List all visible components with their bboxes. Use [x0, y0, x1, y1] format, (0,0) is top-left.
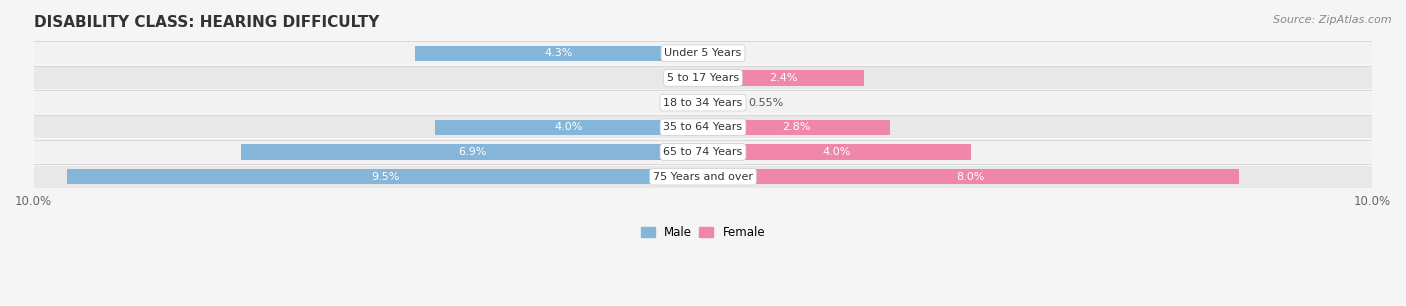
Bar	[34, 116, 1372, 138]
Text: 2.4%: 2.4%	[769, 73, 797, 83]
Bar	[34, 42, 1372, 64]
Text: 6.9%: 6.9%	[458, 147, 486, 157]
Text: Source: ZipAtlas.com: Source: ZipAtlas.com	[1274, 15, 1392, 25]
Text: 0.55%: 0.55%	[748, 98, 783, 108]
Bar	[34, 67, 1372, 89]
Text: 9.5%: 9.5%	[371, 172, 399, 182]
Text: 4.3%: 4.3%	[546, 48, 574, 58]
Bar	[240, 144, 703, 160]
Text: 0.0%: 0.0%	[666, 73, 695, 83]
Text: 0.0%: 0.0%	[711, 48, 740, 58]
Bar	[415, 46, 703, 61]
Text: Under 5 Years: Under 5 Years	[665, 48, 741, 58]
Bar	[703, 70, 863, 86]
Bar	[34, 141, 1372, 163]
Text: DISABILITY CLASS: HEARING DIFFICULTY: DISABILITY CLASS: HEARING DIFFICULTY	[34, 15, 380, 30]
Bar	[34, 166, 1372, 188]
Text: 2.8%: 2.8%	[783, 122, 811, 132]
Text: 65 to 74 Years: 65 to 74 Years	[664, 147, 742, 157]
Bar	[703, 95, 740, 110]
Text: 0.0%: 0.0%	[666, 98, 695, 108]
Text: 75 Years and over: 75 Years and over	[652, 172, 754, 182]
Bar	[436, 120, 703, 135]
Text: 5 to 17 Years: 5 to 17 Years	[666, 73, 740, 83]
Legend: Male, Female: Male, Female	[641, 226, 765, 239]
Bar	[703, 144, 970, 160]
Text: 35 to 64 Years: 35 to 64 Years	[664, 122, 742, 132]
Bar	[67, 169, 703, 184]
Text: 8.0%: 8.0%	[956, 172, 986, 182]
Text: 4.0%: 4.0%	[555, 122, 583, 132]
Bar	[34, 92, 1372, 114]
Text: 18 to 34 Years: 18 to 34 Years	[664, 98, 742, 108]
Text: 4.0%: 4.0%	[823, 147, 851, 157]
Bar	[703, 120, 890, 135]
Bar	[703, 169, 1239, 184]
